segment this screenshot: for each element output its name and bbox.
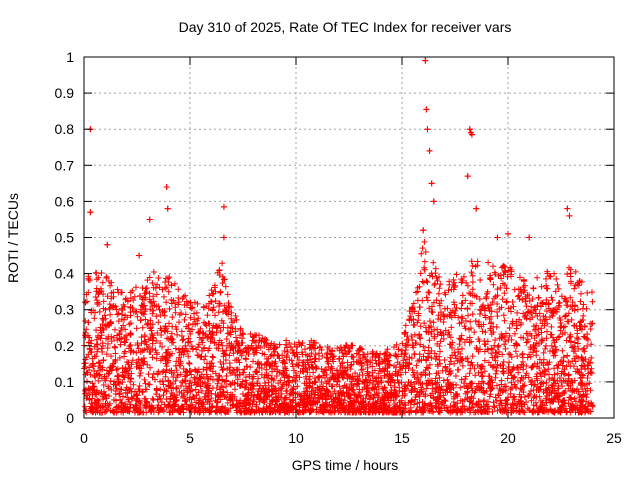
grid-lines xyxy=(84,57,614,418)
outlier-point xyxy=(422,57,429,64)
y-tick-label: 0.6 xyxy=(55,193,75,209)
outlier-point xyxy=(428,180,435,187)
axis-ticks: 0 5 10 15 20 25 0 0.1 0.2 0.3 0.4 0.5 0.6 0.7 0.8 0.9 1 xyxy=(55,49,622,446)
outlier-point xyxy=(566,212,573,219)
outlier-point xyxy=(468,131,475,138)
y-tick-label: 0.5 xyxy=(55,230,75,246)
x-tick-label: 10 xyxy=(288,430,304,446)
outlier-point xyxy=(220,203,227,210)
y-tick-label: 0.3 xyxy=(55,302,75,318)
outlier-point xyxy=(473,205,480,212)
scatter-marks xyxy=(81,57,596,416)
y-tick-label: 0.2 xyxy=(55,338,75,354)
outlier-point xyxy=(526,234,533,241)
outlier-point xyxy=(87,209,94,216)
x-tick-label: 25 xyxy=(606,430,622,446)
outlier-point xyxy=(420,227,427,234)
outlier-point xyxy=(426,147,433,154)
y-tick-label: 0.4 xyxy=(55,266,75,282)
outlier-point xyxy=(136,252,143,259)
x-tick-label: 20 xyxy=(500,430,516,446)
data-points xyxy=(81,57,596,416)
y-tick-label: 0 xyxy=(66,410,74,426)
x-axis-label: GPS time / hours xyxy=(292,457,399,473)
y-tick-label: 0.8 xyxy=(55,121,75,137)
outlier-point xyxy=(430,198,437,205)
y-tick-label: 1 xyxy=(66,49,74,65)
outlier-point xyxy=(163,183,170,190)
outlier-point xyxy=(505,230,511,237)
y-tick-label: 0.1 xyxy=(55,374,75,390)
outlier-point xyxy=(466,126,473,133)
outlier-point xyxy=(424,126,431,133)
y-axis-label: ROTI / TECUs xyxy=(5,193,21,283)
y-tick-label: 0.9 xyxy=(55,85,75,101)
x-tick-label: 0 xyxy=(80,430,88,446)
outlier-point xyxy=(220,234,227,241)
y-tick-label: 0.7 xyxy=(55,157,75,173)
outlier-point xyxy=(464,173,471,180)
outlier-point xyxy=(423,106,430,113)
x-tick-label: 15 xyxy=(394,430,410,446)
outlier-point xyxy=(104,241,111,248)
outlier-point xyxy=(164,205,171,212)
outlier-point xyxy=(564,205,571,212)
outlier-point xyxy=(146,216,153,223)
chart-title: Day 310 of 2025, Rate Of TEC Index for r… xyxy=(179,19,512,35)
outlier-point xyxy=(494,234,501,241)
x-tick-label: 5 xyxy=(186,430,194,446)
